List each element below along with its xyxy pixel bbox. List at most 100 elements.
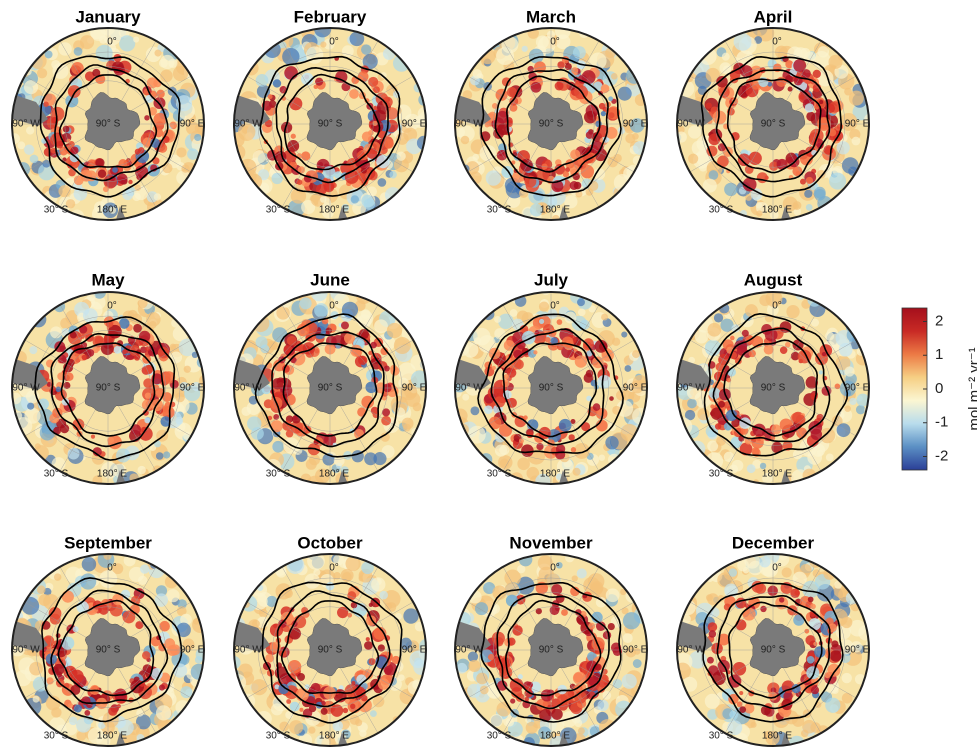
field-patch <box>813 641 818 646</box>
field-patch <box>154 49 162 57</box>
field-patch <box>306 475 324 484</box>
field-patch <box>595 621 606 632</box>
field-patch <box>176 606 187 616</box>
field-patch <box>42 159 51 168</box>
field-patch <box>506 368 517 378</box>
field-patch <box>61 636 75 650</box>
field-patch <box>714 423 722 430</box>
field-patch <box>107 436 115 444</box>
field-patch <box>472 153 480 161</box>
field-patch <box>160 69 173 83</box>
field-patch <box>55 386 62 393</box>
field-patch <box>379 590 388 600</box>
field-patch <box>834 383 841 390</box>
field-patch <box>535 473 551 484</box>
field-patch <box>170 351 183 364</box>
map-label: 90° S <box>96 383 121 394</box>
field-patch <box>602 630 612 640</box>
front <box>275 66 389 184</box>
field-patch <box>783 691 793 701</box>
field-patch <box>570 149 581 160</box>
field-patch <box>479 144 497 162</box>
field-patch <box>597 699 609 712</box>
field-patch <box>494 444 507 457</box>
field-patch <box>393 337 411 355</box>
field-patch <box>717 595 725 602</box>
field-patch <box>251 427 264 440</box>
land <box>234 620 270 652</box>
field-patch <box>717 155 729 168</box>
field-patch <box>472 69 482 79</box>
field-patch <box>87 727 105 744</box>
map-label: 0° <box>772 301 782 312</box>
field-patch <box>501 36 519 54</box>
field-patch <box>819 100 824 105</box>
field-patch <box>122 189 134 201</box>
field-patch <box>804 103 815 113</box>
field-patch <box>136 709 144 717</box>
field-patch <box>380 72 387 79</box>
field-patch <box>730 335 735 341</box>
field-patch <box>496 701 512 717</box>
field-patch <box>552 214 560 220</box>
field-patch <box>109 206 117 214</box>
field-patch <box>748 560 763 576</box>
field-patch <box>503 374 509 380</box>
field-patch <box>338 685 344 691</box>
field-patch <box>29 154 39 164</box>
field-patch <box>301 151 311 161</box>
field-patch <box>725 409 738 422</box>
field-patch <box>629 118 645 133</box>
field-patch <box>153 193 162 201</box>
field-patch <box>260 344 270 354</box>
field-patch <box>841 692 853 704</box>
land <box>677 94 713 126</box>
field-patch <box>163 451 171 459</box>
field-patch <box>523 415 528 420</box>
field-patch <box>271 172 283 185</box>
field-patch <box>467 651 479 662</box>
map-label: 180° E <box>319 731 349 742</box>
field-patch <box>839 112 858 131</box>
field-patch <box>479 685 489 695</box>
front <box>496 593 610 710</box>
field-patch <box>80 573 97 590</box>
field-patch <box>252 150 266 164</box>
field-patch <box>128 179 133 185</box>
field-patch <box>824 672 831 679</box>
field-patch <box>66 138 71 143</box>
land <box>455 620 491 652</box>
field-patch <box>850 641 863 653</box>
field-patch <box>686 385 702 400</box>
field-patch <box>389 170 397 179</box>
field-patch <box>831 640 839 648</box>
field-patch <box>488 416 502 430</box>
field-patch <box>848 90 864 106</box>
field-patch <box>528 48 544 64</box>
field-patch <box>156 89 165 99</box>
field-patch <box>285 429 294 438</box>
field-patch <box>137 575 148 585</box>
field-patch <box>792 571 807 586</box>
field-patch <box>739 690 744 696</box>
field-patch <box>514 415 527 428</box>
land <box>116 206 126 220</box>
field-patch <box>764 328 778 342</box>
field-patch <box>46 677 54 685</box>
field-patch <box>39 425 55 441</box>
field-patch <box>825 697 841 713</box>
field-patch <box>155 705 172 721</box>
field-patch <box>624 365 632 372</box>
field-patch <box>50 147 57 154</box>
map-border <box>454 27 648 221</box>
field-patch <box>150 667 163 680</box>
field-patch <box>600 84 610 93</box>
field-patch <box>715 362 724 372</box>
land <box>781 732 791 746</box>
field-patch <box>169 121 177 129</box>
field-patch <box>584 629 590 634</box>
map-label: 30° S <box>709 731 734 742</box>
field-patch <box>602 668 608 675</box>
land <box>234 94 270 126</box>
map-label: 180° E <box>319 205 349 216</box>
